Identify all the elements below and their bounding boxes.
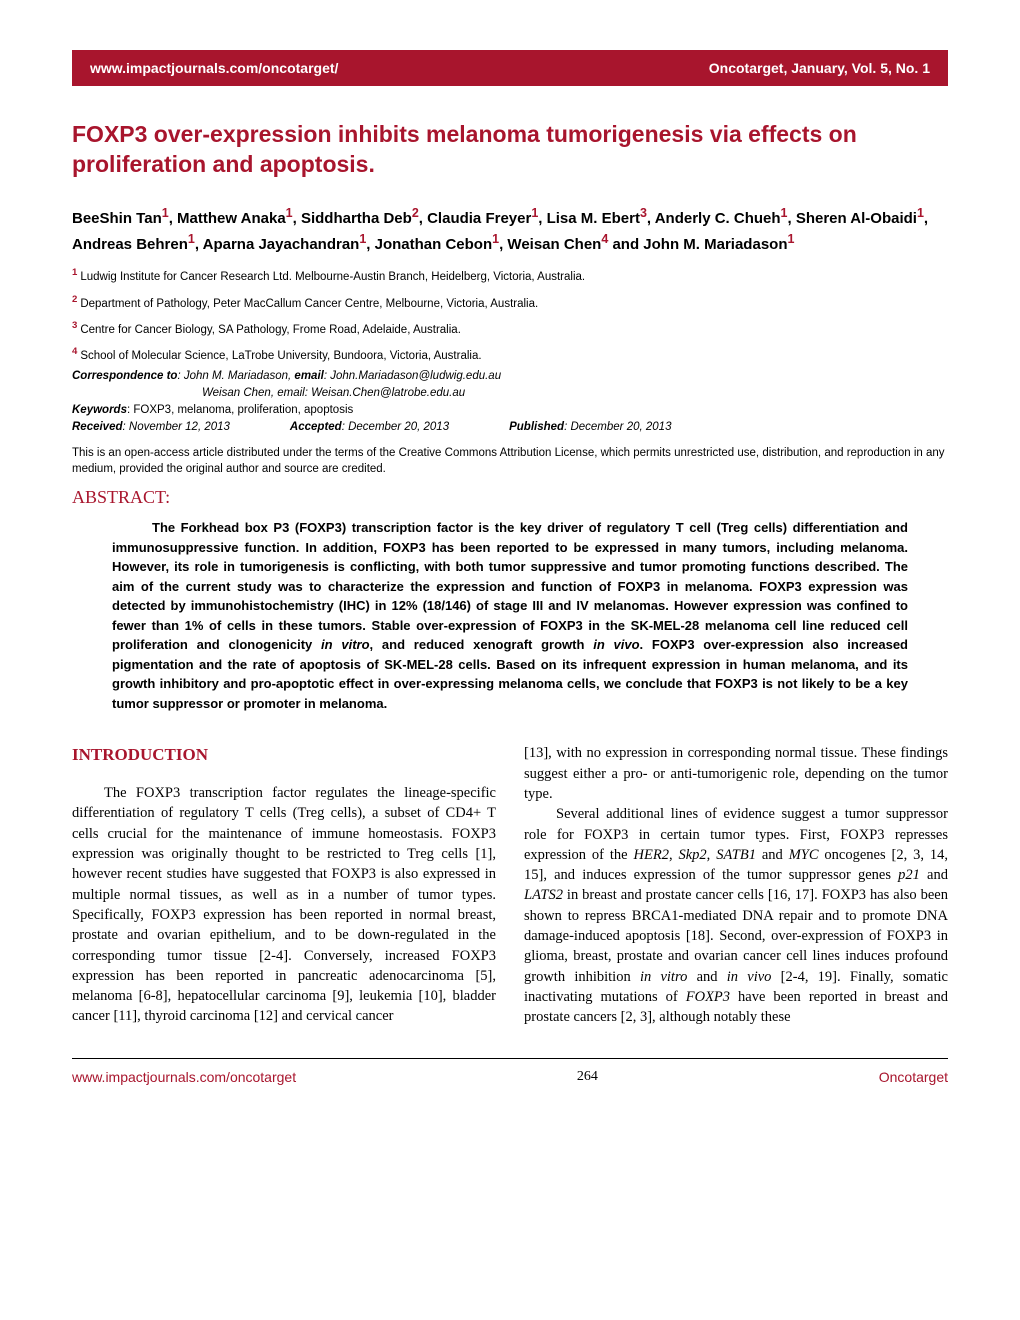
footer-url: www.impactjournals.com/oncotarget — [72, 1069, 296, 1085]
header-url: www.impactjournals.com/oncotarget/ — [90, 60, 338, 76]
correspondence-line-2: Weisan Chen, email: Weisan.Chen@latrobe.… — [72, 387, 948, 399]
column-right: [13], with no expression in correspondin… — [524, 743, 948, 1027]
intro-col2-text: [13], with no expression in correspondin… — [524, 743, 948, 1027]
affiliation: 3Centre for Cancer Biology, SA Pathology… — [72, 318, 948, 339]
body-columns: INTRODUCTION The FOXP3 transcription fac… — [72, 743, 948, 1027]
license-text: This is an open-access article distribut… — [72, 445, 948, 477]
authors-list: BeeShin Tan1, Matthew Anaka1, Siddhartha… — [72, 204, 948, 256]
affiliation: 4School of Molecular Science, LaTrobe Un… — [72, 344, 948, 365]
affiliations-block: 1Ludwig Institute for Cancer Research Lt… — [72, 265, 948, 365]
abstract-heading: ABSTRACT: — [72, 487, 948, 508]
affiliation: 1Ludwig Institute for Cancer Research Lt… — [72, 265, 948, 286]
affiliation: 2Department of Pathology, Peter MacCallu… — [72, 292, 948, 313]
journal-header-bar: www.impactjournals.com/oncotarget/ Oncot… — [72, 50, 948, 86]
header-issue: Oncotarget, January, Vol. 5, No. 1 — [709, 60, 930, 76]
keywords-line: Keywords: FOXP3, melanoma, proliferation… — [72, 404, 948, 416]
footer-page-number: 264 — [577, 1069, 598, 1085]
intro-col1-text: The FOXP3 transcription factor regulates… — [72, 783, 496, 1027]
dates-line: Received: November 12, 2013 Accepted: De… — [72, 421, 948, 433]
correspondence-line-1: Correspondence to: John M. Mariadason, e… — [72, 370, 948, 382]
footer-journal: Oncotarget — [879, 1069, 948, 1085]
correspondence-label: Correspondence to — [72, 370, 177, 382]
article-title: FOXP3 over-expression inhibits melanoma … — [72, 120, 948, 180]
introduction-heading: INTRODUCTION — [72, 743, 496, 767]
column-left: INTRODUCTION The FOXP3 transcription fac… — [72, 743, 496, 1027]
page-footer: www.impactjournals.com/oncotarget 264 On… — [72, 1058, 948, 1085]
abstract-body: The Forkhead box P3 (FOXP3) transcriptio… — [72, 518, 948, 713]
